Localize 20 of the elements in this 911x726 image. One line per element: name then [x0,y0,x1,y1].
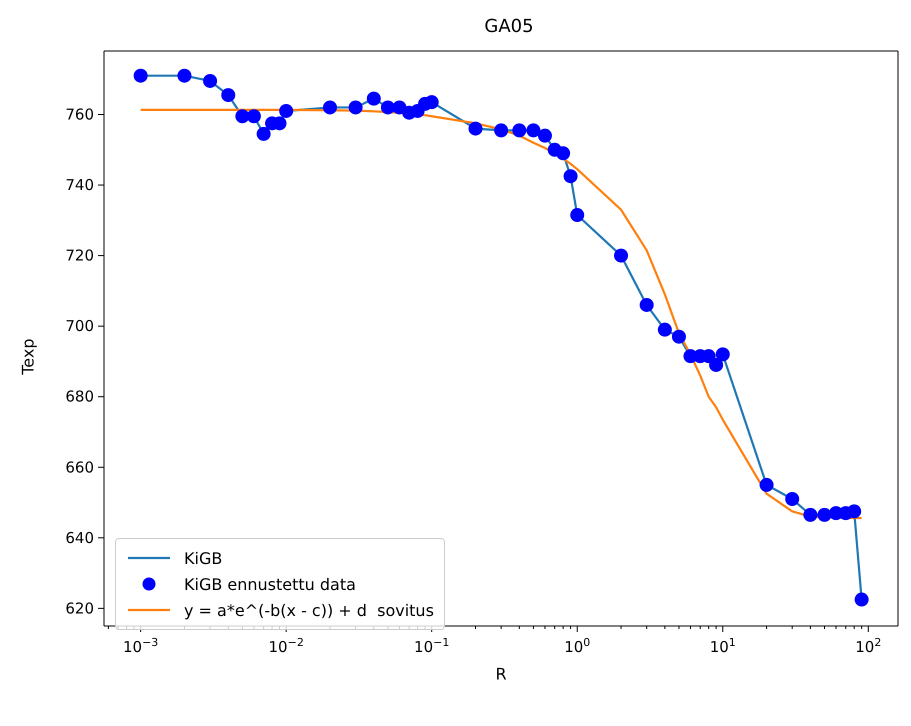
legend-label: KiGB ennustettu data [184,574,356,594]
legend-label: KiGB [184,548,222,568]
x-tick-label: 10$^{−3}$ [122,636,158,656]
x-tick-label: 10$^{2}$ [855,636,882,656]
legend-label: y = a*e^(-b(x - c)) + d sovitus [184,600,434,620]
y-tick-label: 660 [65,458,94,476]
y-tick-label: 680 [65,388,94,406]
x-tick-label: 10$^{−2}$ [268,636,304,656]
x-tick-label: 10$^{1}$ [710,636,736,656]
y-tick-label: 620 [65,599,94,618]
y-axis-title: Texp [18,338,38,376]
y-tick-label: 760 [65,105,94,124]
x-axis-title: R [495,664,507,684]
y-tick-label: 640 [65,528,94,547]
x-tick-label: 10$^{−1}$ [414,636,450,656]
y-tick-label: 740 [65,176,94,194]
chart-title: GA05 [483,16,535,37]
x-tick-label: 10$^{0}$ [564,636,590,656]
y-tick-label: 720 [65,246,94,265]
y-tick-label: 700 [65,317,94,336]
